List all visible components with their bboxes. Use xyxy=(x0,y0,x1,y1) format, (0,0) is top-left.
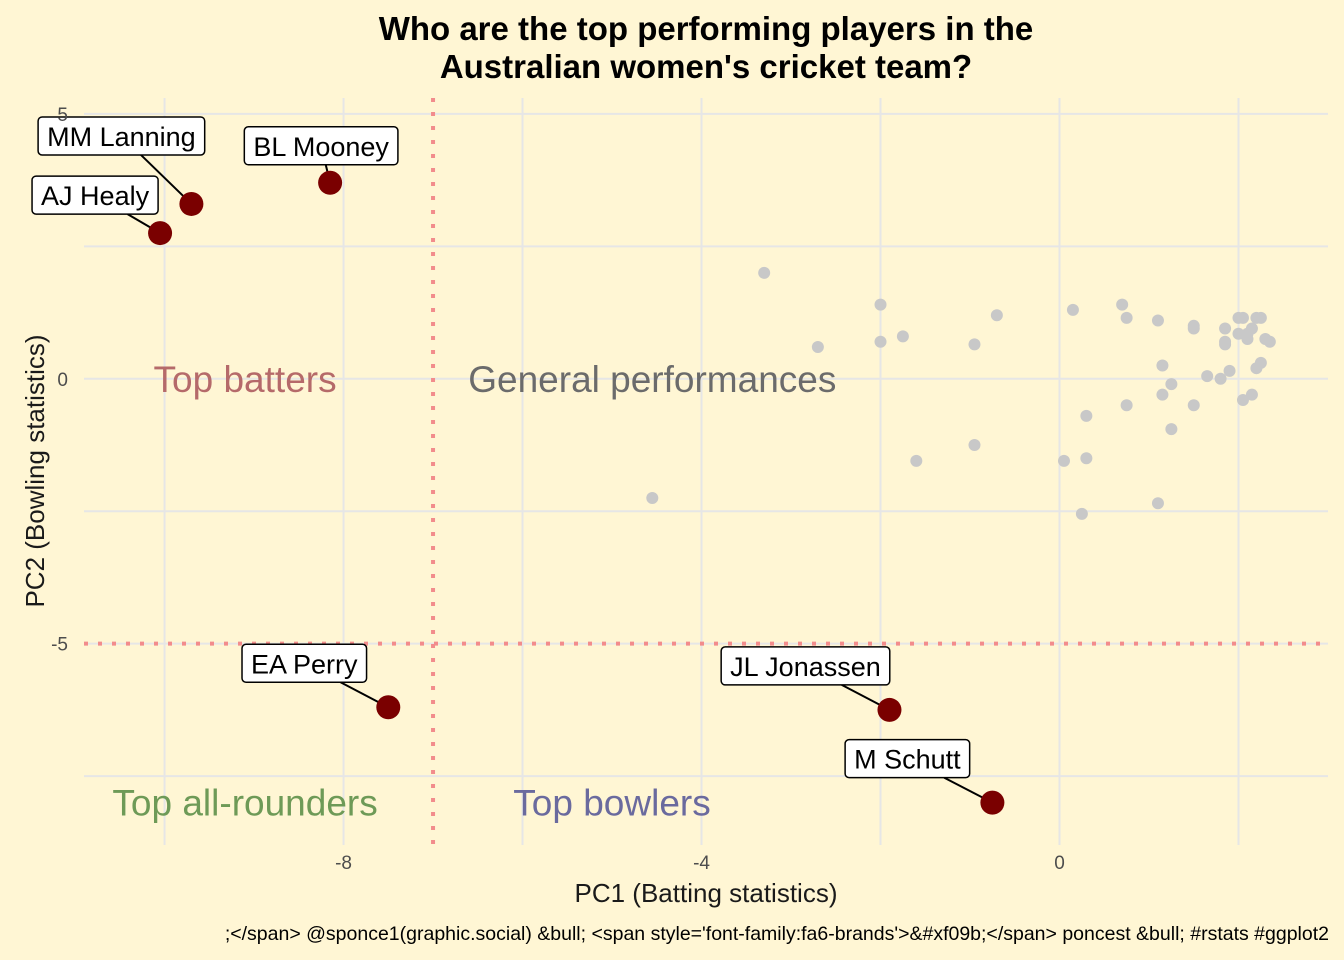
player-label-box xyxy=(241,643,368,684)
player-point-highlighted xyxy=(148,221,173,246)
player-label: MM Lanning xyxy=(47,122,196,152)
quadrant-labels: Top batters General performances Top all-r… xyxy=(112,359,836,824)
player-point xyxy=(968,338,981,351)
x-axis-title: PC1 (Batting statistics) xyxy=(575,878,838,908)
quadrant-label: Top all-rounders xyxy=(112,783,377,824)
player-label-group: MM Lanning xyxy=(37,116,206,216)
player-point xyxy=(1151,497,1164,510)
player-label-box xyxy=(243,126,399,166)
player-point xyxy=(1263,335,1276,348)
player-point xyxy=(1156,388,1169,401)
player-label-box xyxy=(720,646,891,686)
player-label-box xyxy=(844,738,971,779)
player-point xyxy=(1080,452,1093,465)
player-point xyxy=(1165,423,1178,436)
player-point xyxy=(1187,399,1200,412)
x-tick-label: 0 xyxy=(1054,853,1065,874)
player-point xyxy=(1080,409,1093,422)
player-label: EA Perry xyxy=(251,649,358,679)
player-point xyxy=(1165,378,1178,391)
player-label: BL Mooney xyxy=(253,132,389,162)
player-point xyxy=(910,454,923,467)
reference-lines xyxy=(84,98,1328,845)
x-tick-label: -8 xyxy=(335,853,352,874)
player-label: JL Jonassen xyxy=(730,652,881,682)
player-label: M Schutt xyxy=(854,745,961,775)
player-point xyxy=(1120,311,1133,324)
player-point xyxy=(1075,507,1088,520)
player-label-group: BL Mooney xyxy=(243,126,399,195)
highlighted-players: MM Lanning AJ Healy BL Mooney EA Perry JL Jo… xyxy=(31,116,1005,815)
player-point xyxy=(1187,322,1200,335)
player-point xyxy=(1219,338,1232,351)
y-tick-label: 5 xyxy=(57,105,68,126)
player-point-highlighted xyxy=(980,790,1005,815)
player-point xyxy=(1214,372,1227,385)
chart-title-line-1: Who are the top performing players in th… xyxy=(379,10,1034,47)
player-point-highlighted xyxy=(318,170,343,195)
y-axis-title: PC2 (Bowling statistics) xyxy=(20,334,50,607)
chart-title-line-2: Australian women's cricket team? xyxy=(440,48,972,85)
player-point-highlighted xyxy=(877,697,902,722)
player-point xyxy=(1232,327,1245,340)
player-point xyxy=(1116,298,1129,311)
player-label-box xyxy=(31,175,159,215)
player-label-box xyxy=(37,116,206,156)
player-point xyxy=(1245,322,1258,335)
player-point xyxy=(968,439,981,452)
player-point-highlighted xyxy=(376,695,401,720)
player-point xyxy=(874,335,887,348)
quadrant-label: Top bowlers xyxy=(513,783,710,824)
player-point xyxy=(1254,356,1267,369)
player-label-group: EA Perry xyxy=(241,643,401,720)
player-point xyxy=(1156,359,1169,372)
player-point xyxy=(1151,314,1164,327)
player-point xyxy=(1254,311,1267,324)
y-tick-label: 0 xyxy=(57,370,68,391)
player-point xyxy=(874,298,887,311)
player-point xyxy=(758,266,771,279)
player-point xyxy=(1066,303,1079,316)
player-point xyxy=(1201,370,1214,383)
player-point xyxy=(1245,388,1258,401)
player-point xyxy=(1219,322,1232,335)
player-point xyxy=(1120,399,1133,412)
player-point xyxy=(1241,333,1254,346)
player-point xyxy=(1223,364,1236,377)
y-tick-label: -5 xyxy=(51,635,68,656)
player-point xyxy=(1057,454,1070,467)
grid xyxy=(84,98,1328,845)
player-point xyxy=(1236,393,1249,406)
player-point xyxy=(646,491,659,504)
quadrant-label: Top batters xyxy=(154,359,337,400)
player-point xyxy=(811,341,824,353)
caption: ;</span> @sponce1(graphic.social) &bull;… xyxy=(225,923,1329,945)
player-label-group: AJ Healy xyxy=(31,175,173,246)
player-label: AJ Healy xyxy=(41,181,150,211)
axis-ticks: -8 -4 0 5 0 -5 xyxy=(51,105,1065,874)
player-label-group: M Schutt xyxy=(844,738,1005,815)
player-point xyxy=(1236,311,1249,324)
other-players-points xyxy=(646,266,1276,520)
x-tick-label: -4 xyxy=(693,853,710,874)
player-label-group: JL Jonassen xyxy=(720,646,902,722)
player-point-highlighted xyxy=(179,191,204,216)
player-point xyxy=(990,309,1003,322)
player-point xyxy=(896,330,909,343)
quadrant-label: General performances xyxy=(468,359,836,400)
